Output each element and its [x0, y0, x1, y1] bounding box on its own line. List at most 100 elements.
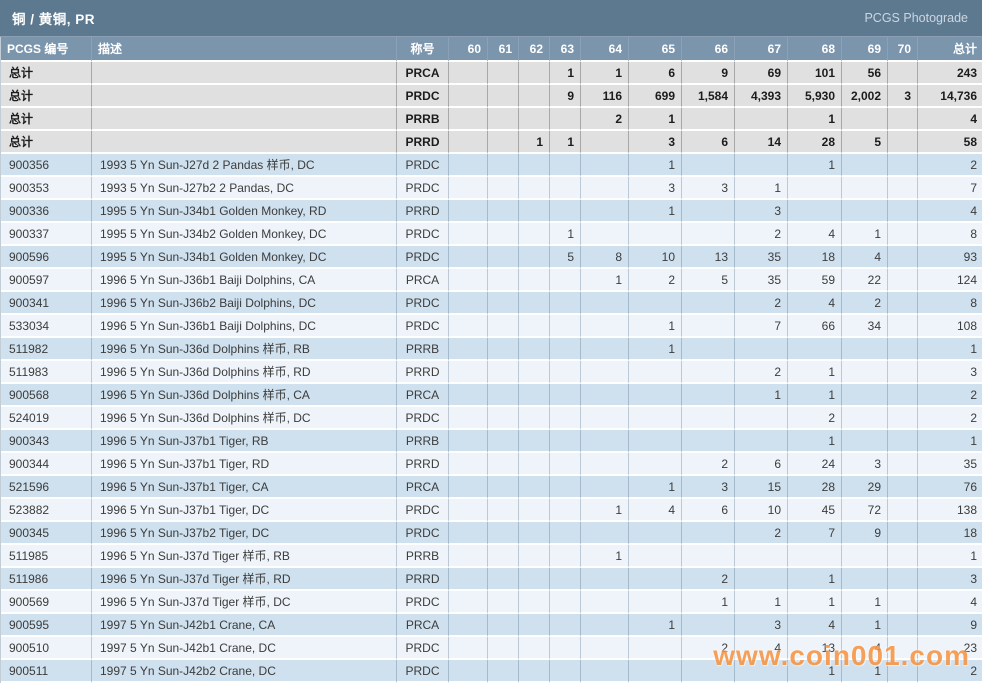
pcgs-number-link[interactable]: 511985: [1, 545, 92, 568]
pcgs-number-link[interactable]: 900343: [1, 430, 92, 453]
designation-cell: PRDC: [397, 292, 449, 315]
total-count-cell: 1: [918, 430, 982, 453]
grade-count-cell: [488, 177, 519, 200]
grade-count-cell: [449, 200, 488, 223]
grade-count-cell: [488, 108, 519, 131]
grade-count-cell: 1: [550, 62, 581, 85]
column-header: PCGS 编号: [1, 37, 92, 62]
grade-count-cell: [735, 545, 788, 568]
grade-count-cell: [449, 660, 488, 683]
description-cell: 1996 5 Yn Sun-J37d Tiger 样币, RB: [92, 545, 397, 568]
grade-count-cell: [682, 361, 735, 384]
grade-count-cell: [449, 522, 488, 545]
designation-cell: PRDC: [397, 660, 449, 683]
pcgs-number-link[interactable]: 900511: [1, 660, 92, 683]
total-count-cell: 108: [918, 315, 982, 338]
designation-cell: PRRD: [397, 361, 449, 384]
pcgs-number-link[interactable]: 533034: [1, 315, 92, 338]
grade-count-cell: [888, 545, 918, 568]
pcgs-number-link[interactable]: 900356: [1, 154, 92, 177]
pcgs-number-link[interactable]: 900336: [1, 200, 92, 223]
grade-count-cell: 3: [629, 131, 682, 154]
grade-count-cell: 2: [735, 361, 788, 384]
grade-count-cell: [629, 223, 682, 246]
grade-count-cell: [629, 637, 682, 660]
column-header: 70: [888, 37, 918, 62]
pcgs-number-link[interactable]: 900337: [1, 223, 92, 246]
grade-count-cell: 13: [682, 246, 735, 269]
grade-count-cell: [888, 177, 918, 200]
grade-count-cell: 69: [735, 62, 788, 85]
grade-count-cell: [519, 292, 550, 315]
grade-count-cell: [735, 407, 788, 430]
grade-count-cell: [629, 545, 682, 568]
pcgs-number-link[interactable]: 900596: [1, 246, 92, 269]
grade-count-cell: [888, 637, 918, 660]
grade-count-cell: [519, 315, 550, 338]
description-cell: [92, 85, 397, 108]
grade-count-cell: [550, 453, 581, 476]
designation-cell: PRCA: [397, 476, 449, 499]
grade-count-cell: [488, 476, 519, 499]
grade-count-cell: [629, 522, 682, 545]
pcgs-number-link[interactable]: 900341: [1, 292, 92, 315]
grade-count-cell: 72: [842, 499, 888, 522]
grade-count-cell: [550, 545, 581, 568]
grade-count-cell: [449, 131, 488, 154]
grade-count-cell: [519, 453, 550, 476]
pcgs-number-link[interactable]: 900597: [1, 269, 92, 292]
grade-count-cell: 9: [682, 62, 735, 85]
pcgs-number-link[interactable]: 523882: [1, 499, 92, 522]
grade-count-cell: 4: [629, 499, 682, 522]
grade-count-cell: 2: [735, 223, 788, 246]
grade-count-cell: 6: [629, 62, 682, 85]
grade-count-cell: 15: [735, 476, 788, 499]
column-header: 描述: [92, 37, 397, 62]
grade-count-cell: 10: [629, 246, 682, 269]
grade-count-cell: [842, 545, 888, 568]
grade-count-cell: [888, 522, 918, 545]
grade-count-cell: [842, 361, 888, 384]
grade-count-cell: [581, 177, 629, 200]
pcgs-number-link[interactable]: 524019: [1, 407, 92, 430]
description-cell: [92, 62, 397, 85]
pcgs-number-link[interactable]: 521596: [1, 476, 92, 499]
grade-count-cell: [888, 614, 918, 637]
grade-count-cell: [488, 545, 519, 568]
grade-count-cell: 6: [682, 131, 735, 154]
grade-count-cell: 3: [888, 85, 918, 108]
grade-count-cell: 5: [842, 131, 888, 154]
pcgs-number-link[interactable]: 900510: [1, 637, 92, 660]
pcgs-number-link[interactable]: 900353: [1, 177, 92, 200]
description-cell: 1996 5 Yn Sun-J36d Dolphins 样币, RB: [92, 338, 397, 361]
grade-count-cell: [842, 338, 888, 361]
column-header: 称号: [397, 37, 449, 62]
grade-count-cell: 1: [550, 223, 581, 246]
pcgs-photograde-label[interactable]: PCGS Photograde: [864, 11, 968, 25]
pcgs-number-link[interactable]: 511983: [1, 361, 92, 384]
grade-count-cell: [888, 407, 918, 430]
total-count-cell: 7: [918, 177, 982, 200]
grade-count-cell: [488, 269, 519, 292]
coin-row: 900353 1993 5 Yn Sun-J27b2 2 Pandas, DC PR…: [1, 177, 982, 200]
grade-count-cell: [888, 246, 918, 269]
grade-count-cell: 3: [682, 177, 735, 200]
pcgs-number-link[interactable]: 900595: [1, 614, 92, 637]
grade-count-cell: [842, 384, 888, 407]
pcgs-number-link[interactable]: 900344: [1, 453, 92, 476]
pcgs-number-link[interactable]: 900568: [1, 384, 92, 407]
grade-count-cell: [682, 407, 735, 430]
grade-count-cell: [488, 407, 519, 430]
designation-cell: PRRD: [397, 200, 449, 223]
grade-count-cell: [888, 568, 918, 591]
pcgs-number-link[interactable]: 511986: [1, 568, 92, 591]
grade-count-cell: [519, 407, 550, 430]
page-title: 铜 / 黄铜, PR: [12, 12, 96, 27]
pcgs-number-link[interactable]: 511982: [1, 338, 92, 361]
pcgs-number-link[interactable]: 900345: [1, 522, 92, 545]
pcgs-number-link[interactable]: 900569: [1, 591, 92, 614]
grade-count-cell: 1: [629, 614, 682, 637]
grade-count-cell: [519, 568, 550, 591]
grade-count-cell: [888, 660, 918, 683]
grade-count-cell: 22: [842, 269, 888, 292]
